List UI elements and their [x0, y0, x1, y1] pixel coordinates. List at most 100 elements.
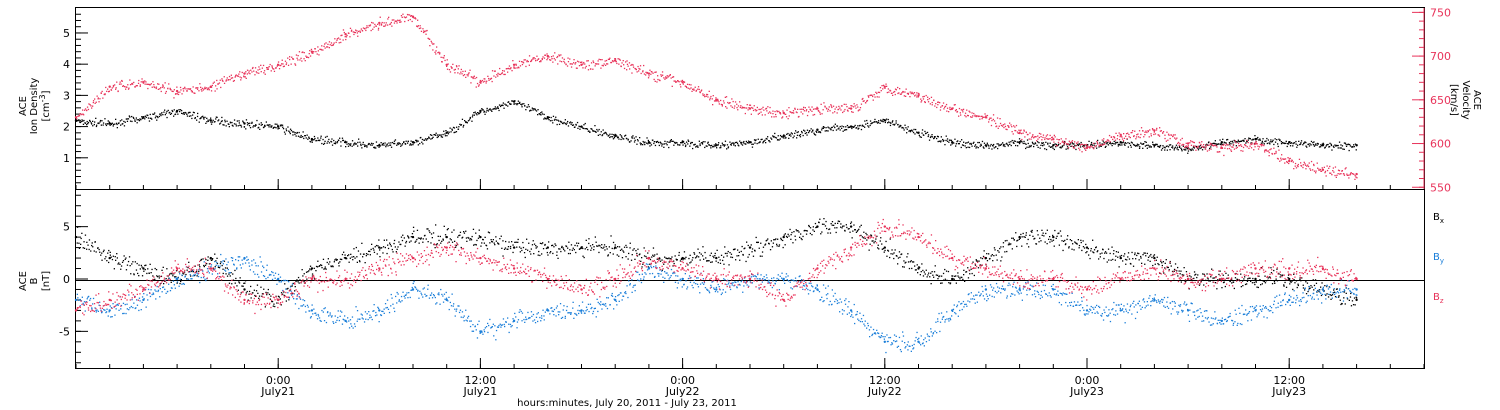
velocity-sample — [599, 59, 602, 61]
ion-density-sample — [326, 135, 328, 138]
velocity-sample — [1328, 167, 1330, 169]
velocity-sample — [762, 106, 764, 108]
velocity-sample — [440, 56, 442, 58]
velocity-sample — [592, 60, 594, 62]
ion-density-sample — [107, 123, 109, 125]
velocity-sample — [435, 50, 437, 52]
velocity-sample — [1022, 132, 1024, 134]
bx-sample — [1078, 244, 1081, 247]
ion-density-sample — [663, 143, 665, 145]
velocity-sample — [141, 78, 143, 80]
ion-density-sample — [877, 121, 880, 124]
bx-sample — [723, 263, 725, 265]
ion-density-sample — [1331, 149, 1333, 151]
ion-density-sample — [389, 144, 392, 146]
velocity-sample — [1208, 144, 1210, 146]
velocity-sample — [499, 67, 501, 70]
ion-density-sample — [695, 145, 698, 147]
ion-density-sample — [839, 125, 841, 128]
velocity-sample — [1329, 165, 1331, 168]
velocity-sample — [357, 30, 360, 33]
ion-density-sample — [581, 126, 583, 128]
velocity-sample — [104, 93, 106, 96]
velocity-sample — [1148, 136, 1150, 138]
velocity-sample — [88, 103, 90, 105]
ion-density-sample — [285, 128, 287, 130]
bx-sample — [1045, 232, 1047, 235]
velocity-sample — [1094, 146, 1096, 148]
bx-point — [782, 235, 785, 239]
velocity-sample — [597, 60, 599, 62]
velocity-sample — [282, 63, 284, 65]
ion-density-sample — [1347, 143, 1349, 145]
velocity-sample — [217, 83, 219, 85]
bx-sample — [629, 247, 631, 249]
bx-sample — [154, 267, 156, 270]
velocity-sample — [1313, 170, 1316, 172]
bx-sample — [138, 264, 140, 266]
ion-density-sample — [1237, 139, 1239, 141]
velocity-sample — [992, 114, 995, 116]
velocity-sample — [294, 64, 297, 66]
velocity-sample — [871, 94, 873, 96]
ion-density-sample — [259, 128, 261, 130]
velocity-sample — [1340, 173, 1342, 175]
velocity-sample — [1016, 131, 1019, 133]
ion-density-sample — [328, 138, 330, 141]
bx-sample — [198, 264, 200, 266]
velocity-sample — [906, 92, 909, 95]
bx-sample — [264, 306, 266, 308]
ion-density-sample — [465, 121, 467, 124]
ion-density-sample — [349, 143, 351, 146]
velocity-sample — [1040, 136, 1042, 138]
ion-density-sample — [694, 143, 696, 145]
velocity-sample — [199, 83, 201, 85]
ion-density-sample — [767, 136, 769, 138]
ion-density-sample — [276, 123, 278, 125]
velocity-sample — [1279, 160, 1281, 162]
bx-sample — [582, 255, 584, 257]
velocity-sample — [620, 65, 622, 68]
bx-sample — [883, 251, 885, 253]
velocity-sample — [393, 22, 396, 24]
ion-density-sample — [1146, 147, 1148, 149]
velocity-sample — [369, 25, 371, 27]
velocity-sample — [488, 77, 490, 80]
ion-density-sample — [349, 144, 351, 147]
ion-density-sample — [1139, 146, 1141, 148]
ion-density-sample — [1176, 146, 1179, 148]
ion-density-sample — [623, 138, 625, 140]
ion-density-sample — [627, 138, 629, 140]
velocity-sample — [551, 58, 553, 60]
ion-density-sample — [1075, 148, 1077, 151]
ion-density-sample — [123, 125, 126, 127]
bx-sample — [294, 290, 296, 292]
bx-sample — [943, 279, 945, 281]
bx-sample — [1207, 278, 1209, 280]
bx-sample — [790, 234, 792, 236]
bx-sample — [588, 238, 590, 240]
velocity-sample — [805, 110, 807, 112]
velocity-sample — [675, 81, 677, 83]
bx-sample — [489, 242, 491, 244]
bx-sample — [585, 239, 587, 241]
ion-density-sample — [621, 136, 623, 138]
ion-density-sample — [961, 139, 963, 141]
ion-density-sample — [1047, 143, 1049, 145]
ion-density-sample — [1300, 142, 1302, 144]
velocity-sample — [1245, 145, 1247, 147]
ion-density-sample — [271, 125, 273, 127]
ion-density-sample — [885, 120, 887, 122]
ion-density-sample — [1174, 147, 1176, 149]
ion-density-sample — [472, 114, 474, 116]
bx-sample — [989, 257, 991, 260]
bx-sample — [317, 260, 319, 262]
ion-density-sample — [812, 129, 814, 131]
velocity-sample — [1349, 174, 1351, 176]
ion-density-sample — [942, 138, 944, 141]
bx-sample — [274, 305, 276, 308]
velocity-sample — [123, 86, 126, 88]
ion-density-sample — [1071, 142, 1073, 144]
velocity-sample — [1004, 125, 1007, 128]
velocity-sample — [1011, 131, 1013, 133]
